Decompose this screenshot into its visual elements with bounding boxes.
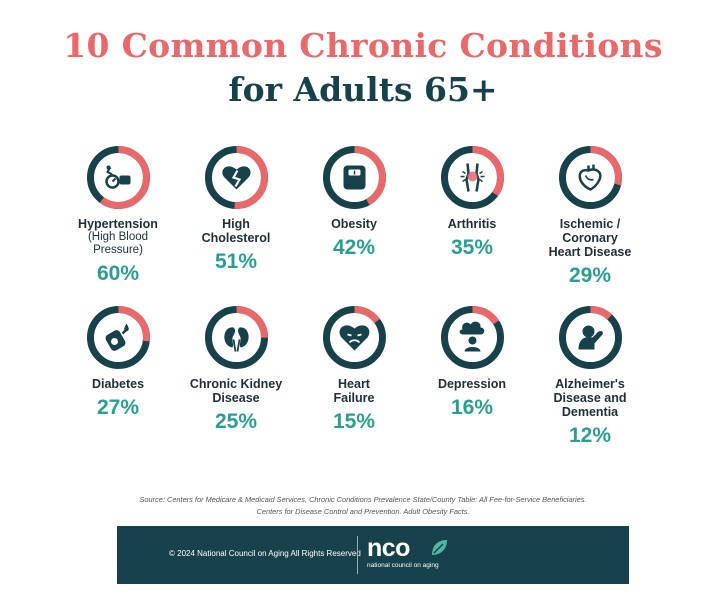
logo-text: nco (367, 535, 439, 561)
condition-label-line: Disease and (553, 391, 627, 405)
broken-heart-icon (221, 166, 251, 190)
condition-label: Diabetes (53, 377, 183, 391)
ring-fill (204, 306, 268, 369)
source-line-2: Centers for Disease Control and Preventi… (256, 507, 470, 516)
ncoa-logo[interactable]: nco national council on aging (367, 535, 447, 569)
progress-ring (440, 146, 504, 209)
source-note: Source: Centers for Medicare & Medicaid … (0, 494, 726, 518)
progress-ring (322, 146, 386, 209)
condition-label-line: Disease (212, 391, 260, 405)
condition-percent: 12% (568, 424, 612, 447)
storm-cloud-person-icon (459, 321, 484, 352)
condition-label: Chronic Kidney Disease (171, 377, 301, 405)
condition-percent: 42% (332, 236, 376, 259)
logo-wordmark: nco (367, 534, 410, 562)
progress-ring (440, 306, 504, 369)
condition-label: Hypertension (High Blood Pressure) (53, 217, 183, 257)
condition-label: High Cholesterol (171, 217, 301, 245)
ring-fill (440, 306, 504, 369)
source-line-1: Source: Centers for Medicare & Medicaid … (139, 495, 587, 504)
sad-heart-icon (339, 325, 369, 351)
condition-label-line: Chronic Kidney (189, 377, 283, 391)
condition-label-line: Alzheimer's (555, 377, 625, 391)
condition-item: Diabetes 27% (53, 305, 183, 420)
condition-item: Alzheimer's Disease and Dementia 12% (525, 305, 655, 448)
condition-percent: 25% (214, 410, 258, 433)
condition-item: Obesity 42% (289, 145, 419, 260)
logo-subtitle: national council on aging (367, 562, 439, 569)
condition-label-line: Hypertension (78, 217, 158, 231)
condition-label-line: Arthritis (447, 217, 497, 231)
condition-item: Ischemic / Coronary Heart Disease 29% (525, 145, 655, 288)
condition-label-line: Diabetes (91, 377, 145, 391)
condition-label: Arthritis (407, 217, 537, 231)
condition-label-line: Heart Disease (548, 245, 632, 259)
condition-label: Obesity (289, 217, 419, 231)
ring-fill (86, 306, 150, 369)
condition-label-line: High (222, 217, 250, 231)
ring-fill (322, 146, 386, 209)
progress-ring (204, 306, 268, 369)
ring-fill (86, 146, 150, 209)
title-line-1: 10 Common Chronic Conditions (63, 26, 663, 65)
condition-item: Heart Failure 15% (289, 305, 419, 434)
condition-percent: 27% (96, 396, 140, 419)
condition-sublabel-line: Pressure) (93, 244, 143, 256)
progress-ring (322, 306, 386, 369)
glucose-meter-icon (105, 323, 129, 351)
kidneys-icon (223, 327, 249, 352)
progress-ring (558, 306, 622, 369)
footer-bar: © 2024 National Council on Aging All Rig… (117, 526, 629, 584)
progress-ring (204, 146, 268, 209)
condition-percent: 35% (450, 236, 494, 259)
condition-label: Alzheimer's Disease and Dementia (525, 377, 655, 419)
ring-fill (440, 146, 504, 209)
scale-icon (343, 165, 365, 190)
blood-pressure-icon (104, 165, 130, 189)
condition-label-line: Dementia (561, 405, 619, 419)
condition-label-line: Heart (338, 377, 370, 391)
ring-fill (322, 306, 386, 369)
ring-fill (558, 146, 622, 209)
condition-item: Arthritis 35% (407, 145, 537, 260)
condition-percent: 15% (332, 410, 376, 433)
heart-organ-icon (578, 164, 602, 191)
condition-label: Depression (407, 377, 537, 391)
title-line-2: for Adults 65+ (228, 70, 498, 109)
knee-joint-icon (460, 163, 484, 192)
progress-ring (86, 306, 150, 369)
condition-item: Depression 16% (407, 305, 537, 420)
copyright-text: © 2024 National Council on Aging All Rig… (169, 549, 361, 558)
condition-percent: 60% (96, 262, 140, 285)
progress-ring (558, 146, 622, 209)
condition-percent: 51% (214, 250, 258, 273)
condition-item: Chronic Kidney Disease 25% (171, 305, 301, 434)
condition-label-line: Obesity (331, 217, 377, 231)
condition-percent: 16% (450, 396, 494, 419)
condition-label-line: Depression (437, 377, 507, 391)
condition-item: High Cholesterol 51% (171, 145, 301, 274)
condition-label-line: Failure (333, 391, 375, 405)
leaf-icon (432, 540, 447, 555)
condition-label-line: Cholesterol (201, 231, 271, 245)
footer-divider (357, 536, 358, 574)
condition-label-line: Ischemic / (559, 217, 621, 231)
condition-label: Ischemic / Coronary Heart Disease (525, 217, 655, 259)
ring-fill (558, 306, 622, 369)
progress-ring (86, 146, 150, 209)
condition-label: Heart Failure (289, 377, 419, 405)
condition-item: Hypertension (High Blood Pressure) 60% (53, 145, 183, 286)
condition-label-line: Coronary (562, 231, 618, 245)
condition-sublabel-line: (High Blood (87, 231, 149, 243)
head-in-hands-icon (578, 325, 603, 350)
condition-percent: 29% (568, 264, 612, 287)
ring-fill (204, 146, 268, 209)
